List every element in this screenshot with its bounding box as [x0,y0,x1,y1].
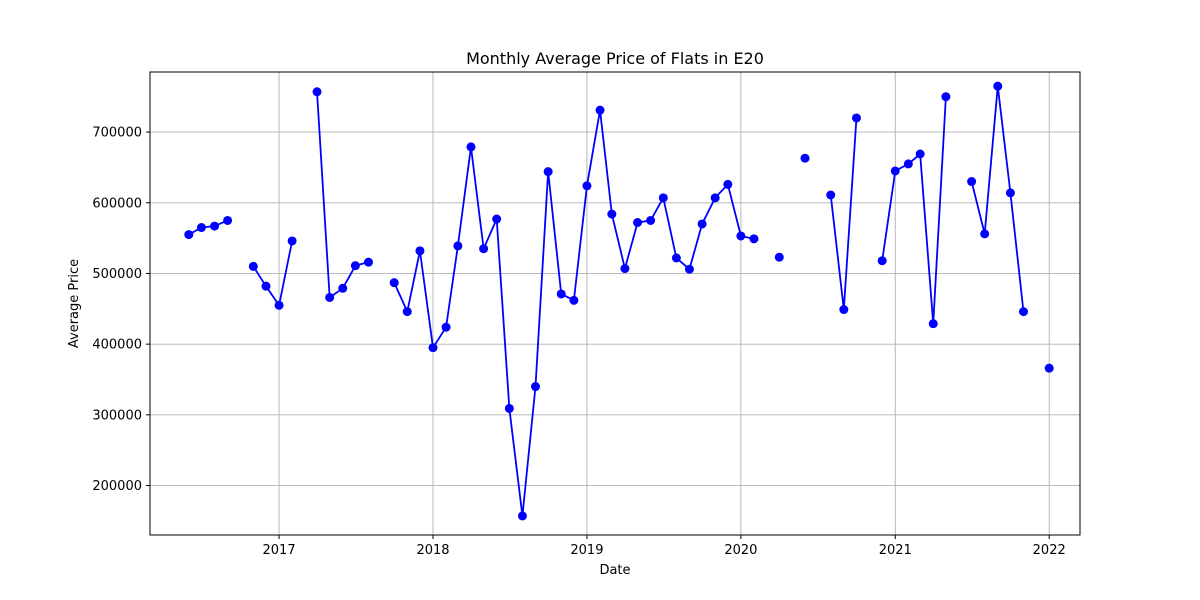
data-point [402,307,412,317]
series-line-segment [252,240,294,307]
x-tick-label: 2019 [570,543,603,558]
x-tick-label: 2017 [263,543,296,558]
data-point [248,261,258,271]
data-point [210,221,220,231]
data-point [363,257,373,267]
data-point [749,234,759,244]
data-point [287,236,297,246]
data-point [415,246,425,256]
y-tick-label: 400000 [92,338,142,353]
y-tick-label: 500000 [92,267,142,282]
data-point [479,244,489,254]
data-point [350,261,360,271]
data-point [928,319,938,329]
data-point [196,223,206,233]
data-point [556,289,566,299]
data-point [710,193,720,203]
data-point [903,159,913,169]
x-tick-label: 2022 [1033,543,1066,558]
data-point [261,281,271,291]
data-point [723,179,733,189]
data-point [504,403,514,413]
plot-frame [149,71,1081,536]
data-point [967,177,977,187]
data-point [1018,307,1028,317]
x-axis-label: Date [599,563,630,578]
series-line-segment [881,96,947,325]
y-tick-label: 600000 [92,196,142,211]
data-point [890,166,900,176]
data-point [338,283,348,293]
data-point [941,92,951,102]
data-point [915,149,925,159]
data-point [531,382,540,392]
data-point [736,231,746,241]
data-point [184,230,194,240]
x-tick-label: 2020 [724,543,757,558]
x-axis-ticks: 2017 2018 2019 2020 2021 2022 [263,535,1066,558]
y-tick-label: 300000 [92,408,142,423]
data-point [646,215,656,225]
data-point [1005,188,1015,198]
data-point [453,241,463,251]
data-point [582,181,592,191]
data-point [658,193,668,203]
data-point [620,264,630,274]
y-tick-label: 200000 [92,479,142,494]
data-point [839,305,849,315]
data-point [595,105,605,115]
data-point [1044,363,1054,373]
data-point [671,253,681,263]
series-line-segment [188,219,228,236]
data-point [774,252,784,262]
x-tick-label: 2021 [879,543,912,558]
data-point [851,113,861,123]
y-tick-label: 700000 [92,126,142,141]
data-point [980,229,990,239]
data-point [466,142,476,152]
x-tick-label: 2018 [416,543,449,558]
data-point [877,256,887,266]
data-point [492,214,502,224]
series-markers [184,81,1054,521]
chart-title: Monthly Average Price of Flats in E20 [466,49,764,68]
data-point [684,264,694,274]
data-point [312,87,322,97]
data-point [428,343,438,353]
data-point [389,278,399,288]
data-point [543,167,553,177]
data-point [993,81,1003,91]
y-axis-ticks: 200000 300000 400000 500000 600000 700000 [92,126,150,494]
data-point [569,295,579,305]
grid-lines [150,72,1080,535]
data-point [274,300,284,310]
data-point [223,215,233,225]
data-point [325,292,335,302]
data-point [441,322,451,332]
data-point [607,209,617,219]
data-point [826,190,836,200]
data-point [697,219,707,229]
data-point [800,153,810,163]
data-point [517,511,527,521]
data-point [633,218,643,228]
y-axis-label: Average Price [67,259,82,348]
